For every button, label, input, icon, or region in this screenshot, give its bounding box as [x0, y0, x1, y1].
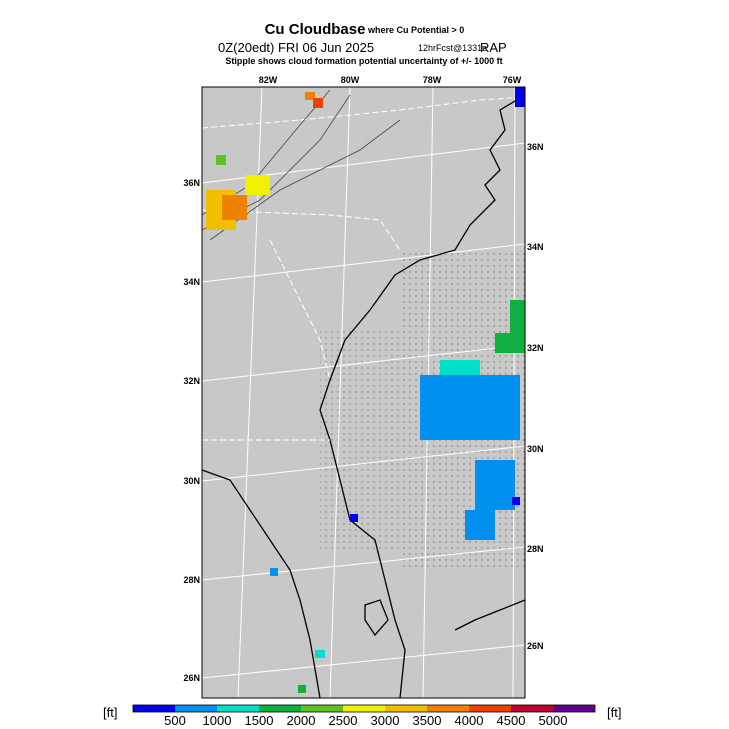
- borders: [201, 96, 526, 441]
- lon-label: 80W: [341, 75, 360, 85]
- colorbar-label: 5000: [539, 713, 568, 728]
- colorbar-swatch: [301, 705, 343, 712]
- lat-label: 30N: [527, 444, 544, 454]
- lat-label: 32N: [183, 376, 200, 386]
- colorbar-swatch: [175, 705, 217, 712]
- colorbar-swatch: [511, 705, 553, 712]
- lon-label: 78W: [423, 75, 442, 85]
- colorbar-frame: [132, 704, 596, 713]
- lat-label: 36N: [183, 178, 200, 188]
- note: Stipple shows cloud formation potential …: [225, 56, 502, 66]
- lat-label: 26N: [183, 673, 200, 683]
- lat-label: 30N: [183, 476, 200, 486]
- colorbar-swatch: [385, 705, 427, 712]
- colorbar-swatch: [259, 705, 301, 712]
- colorbar-label: 3000: [371, 713, 400, 728]
- cloudbase-cells: [206, 87, 525, 693]
- lon-label: 82W: [259, 75, 278, 85]
- title: Cu Cloudbase: [265, 21, 366, 38]
- valid-time: 0Z(20edt) FRI 06 Jun 2025: [218, 40, 374, 55]
- lat-label: 26N: [527, 641, 544, 651]
- subtitle: where Cu Potential > 0: [367, 25, 464, 35]
- colorbar-swatch: [469, 705, 511, 712]
- map-frame: [201, 86, 526, 699]
- colorbar-label: 1500: [245, 713, 274, 728]
- unit-label: [ft]: [607, 705, 621, 720]
- lat-label: 34N: [183, 277, 200, 287]
- colorbar-label: 3500: [413, 713, 442, 728]
- unit-label: [ft]: [103, 705, 117, 720]
- lat-label: 28N: [183, 575, 200, 585]
- colorbar-swatch: [133, 705, 175, 712]
- colorbar-label: 4500: [497, 713, 526, 728]
- lat-label: 32N: [527, 343, 544, 353]
- model: RAP: [480, 40, 507, 55]
- lat-label: 36N: [527, 142, 544, 152]
- colorbar-label: 500: [164, 713, 186, 728]
- colorbar-swatch: [343, 705, 385, 712]
- coastline: [201, 94, 526, 699]
- lon-label: 76W: [503, 75, 522, 85]
- colorbar-label: 4000: [455, 713, 484, 728]
- colorbar-swatch: [427, 705, 469, 712]
- colorbar-label: 1000: [203, 713, 232, 728]
- colorbar-label: 2500: [329, 713, 358, 728]
- lat-label: 34N: [527, 242, 544, 252]
- colorbar-swatch: [217, 705, 259, 712]
- colorbar-label: 2000: [287, 713, 316, 728]
- colorbar-swatch: [553, 705, 595, 712]
- forecast: 12hrFcst@1331z: [418, 43, 487, 53]
- lat-label: 28N: [527, 544, 544, 554]
- map: [201, 86, 526, 699]
